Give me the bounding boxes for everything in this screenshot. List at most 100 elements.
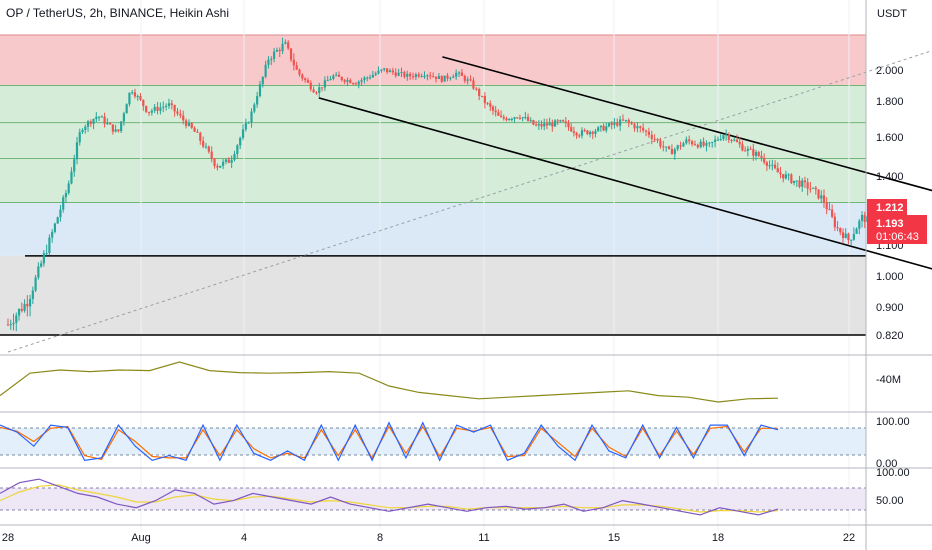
candle bbox=[70, 167, 73, 185]
candle-body bbox=[685, 139, 688, 144]
candle-body bbox=[227, 159, 230, 163]
price-axis[interactable]: 2.0001.8001.6001.4001.1001.0000.9000.820… bbox=[876, 65, 910, 507]
candle-body bbox=[250, 111, 253, 123]
candle-body bbox=[394, 72, 397, 76]
candle bbox=[486, 102, 489, 106]
candle bbox=[820, 190, 823, 204]
candle bbox=[12, 313, 15, 331]
candle bbox=[650, 130, 653, 145]
candle-body bbox=[852, 233, 855, 240]
candle bbox=[380, 68, 383, 73]
candle-body bbox=[281, 43, 284, 52]
trend-drawings[interactable] bbox=[0, 35, 932, 353]
candle-body bbox=[37, 266, 40, 278]
candle-body bbox=[475, 88, 478, 90]
candle bbox=[73, 154, 76, 177]
candle-body bbox=[699, 141, 702, 148]
candle bbox=[179, 109, 182, 119]
candle bbox=[202, 136, 205, 149]
candle bbox=[388, 68, 392, 73]
candle-body bbox=[647, 131, 651, 135]
stoch-tick-label: 100.00 bbox=[876, 416, 910, 428]
candle-body bbox=[847, 233, 850, 241]
candle bbox=[466, 76, 469, 85]
candle-body bbox=[377, 70, 380, 74]
candle bbox=[56, 216, 59, 224]
candle bbox=[513, 116, 516, 123]
candle bbox=[270, 56, 273, 66]
candle-body bbox=[86, 121, 90, 127]
candle-body bbox=[59, 209, 62, 218]
candle-body bbox=[693, 144, 697, 146]
candle bbox=[323, 76, 326, 91]
candle-body bbox=[798, 180, 801, 187]
candle-body bbox=[621, 119, 625, 121]
candle-body bbox=[109, 123, 112, 125]
candle bbox=[591, 130, 594, 140]
candle bbox=[841, 228, 845, 244]
candle bbox=[627, 118, 630, 128]
candle bbox=[84, 124, 87, 134]
candle-body bbox=[204, 146, 208, 148]
candle bbox=[51, 229, 54, 243]
candle-body bbox=[45, 253, 48, 255]
candle bbox=[570, 123, 573, 133]
candle-body bbox=[825, 202, 828, 210]
candle-body bbox=[516, 117, 519, 119]
candle bbox=[733, 136, 736, 142]
candle bbox=[594, 128, 597, 138]
time-tick-label: 18 bbox=[712, 532, 724, 544]
candle bbox=[795, 180, 798, 187]
candle-body bbox=[363, 77, 366, 81]
candle bbox=[738, 137, 741, 148]
candle-body bbox=[591, 131, 594, 134]
candle-body bbox=[478, 89, 481, 96]
candle bbox=[790, 173, 793, 185]
candle bbox=[744, 146, 747, 152]
chart-title: OP / TetherUS, 2h, BINANCE, Heikin Ashi bbox=[6, 6, 229, 20]
candle-body bbox=[440, 76, 443, 82]
candle-body bbox=[84, 126, 87, 130]
candle bbox=[224, 158, 228, 165]
candle-body bbox=[368, 77, 372, 79]
candlestick-series bbox=[6, 37, 875, 332]
candle-body bbox=[760, 155, 763, 158]
candle bbox=[779, 166, 782, 179]
stoch-tick-label: 0.00 bbox=[876, 458, 897, 470]
candle-body bbox=[187, 122, 190, 126]
candle-body bbox=[417, 74, 420, 77]
candle bbox=[37, 262, 40, 280]
candle bbox=[78, 128, 81, 146]
candle bbox=[318, 82, 321, 98]
candle-body bbox=[304, 78, 307, 81]
time-axis[interactable]: 28 Aug 4 8 11 15 18 22 bbox=[2, 532, 855, 544]
time-tick-label: Aug bbox=[131, 532, 151, 544]
candle-body bbox=[639, 126, 642, 128]
candle-body bbox=[312, 89, 315, 93]
candle bbox=[187, 119, 190, 127]
candle-body bbox=[258, 84, 262, 97]
candle bbox=[782, 174, 785, 183]
candle bbox=[64, 189, 68, 204]
candle bbox=[95, 112, 98, 123]
candle-body bbox=[690, 141, 694, 145]
candle bbox=[765, 160, 768, 171]
candle bbox=[106, 118, 109, 125]
candle bbox=[616, 118, 619, 128]
candle bbox=[326, 75, 329, 82]
candle-body bbox=[92, 118, 95, 124]
candle-body bbox=[757, 152, 760, 156]
candle-body bbox=[371, 75, 374, 78]
candle-body bbox=[636, 126, 639, 129]
candle-body bbox=[131, 92, 134, 94]
price-zones bbox=[0, 34, 866, 335]
candle-body bbox=[588, 131, 592, 135]
candle bbox=[239, 136, 242, 150]
candle-body bbox=[559, 120, 562, 122]
candle bbox=[349, 78, 352, 84]
candle-body bbox=[716, 139, 720, 141]
candle-body bbox=[556, 120, 559, 122]
candle bbox=[216, 163, 219, 171]
